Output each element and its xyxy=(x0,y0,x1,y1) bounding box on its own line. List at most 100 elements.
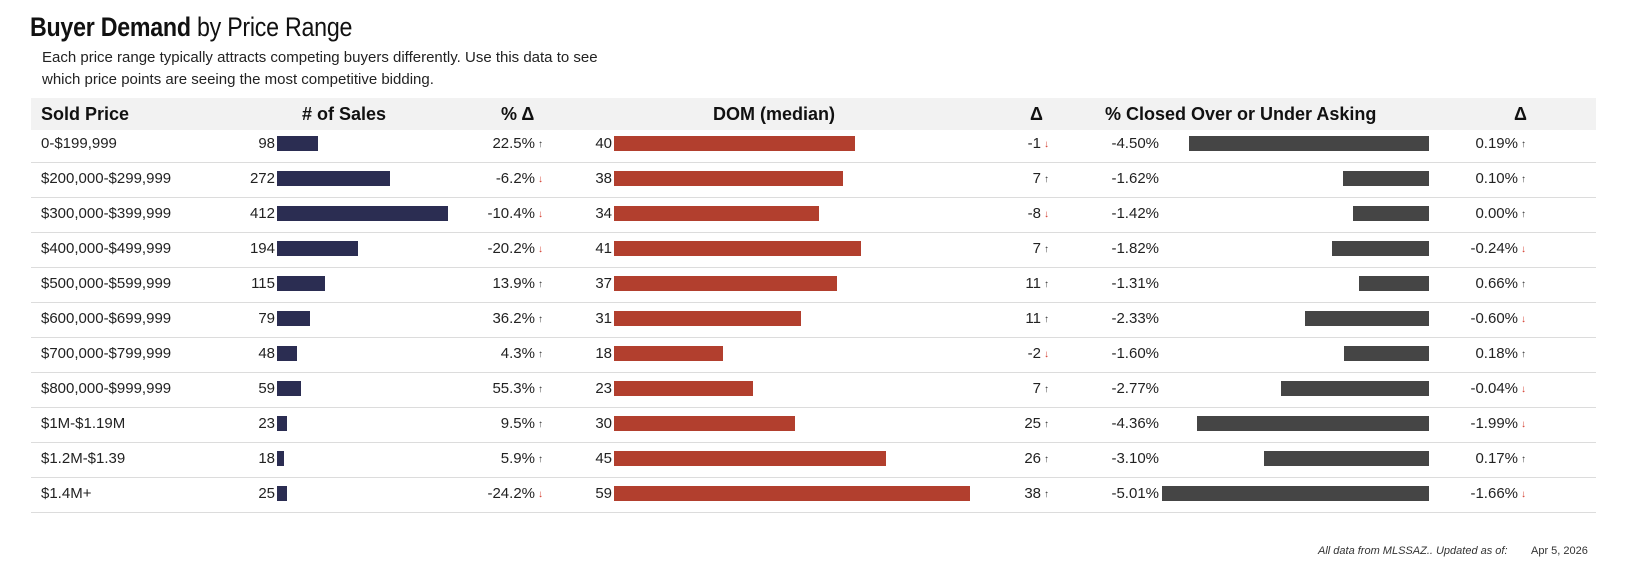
subtitle-line-1: Each price range typically attracts comp… xyxy=(42,49,598,66)
dom-bar xyxy=(614,206,820,221)
dom-change-value: 25 xyxy=(1024,415,1041,432)
up-arrow-icon: ↑ xyxy=(538,349,543,360)
closed-bar xyxy=(1332,241,1429,256)
sales-value: 412 xyxy=(249,205,275,222)
sales-change-value: 13.9% xyxy=(492,275,535,292)
closed-bar xyxy=(1304,311,1429,326)
down-arrow-icon: ↓ xyxy=(1521,419,1526,430)
closed-bar xyxy=(1281,381,1429,396)
dom-change-value: 7 xyxy=(1032,380,1041,397)
up-arrow-icon: ↑ xyxy=(1044,489,1049,500)
dom-bar xyxy=(614,486,970,501)
subtitle-line-2: which price points are seeing the most c… xyxy=(42,71,434,88)
sold-price: $200,000-$299,999 xyxy=(41,170,172,187)
closed-value: -2.33% xyxy=(1111,310,1159,327)
closed-change: 0.18% ↑ xyxy=(1475,344,1526,366)
page-title: Buyer Demand by Price Range xyxy=(30,12,352,43)
sales-change-value: 36.2% xyxy=(492,310,535,327)
sold-price: $700,000-$799,999 xyxy=(41,345,172,362)
closed-value: -2.77% xyxy=(1111,380,1159,397)
sales-value: 48 xyxy=(258,345,275,362)
dom-change: -1 ↓ xyxy=(1028,134,1049,156)
sales-change-value: 22.5% xyxy=(492,135,535,152)
up-arrow-icon: ↑ xyxy=(538,314,543,325)
title-rest: by Price Range xyxy=(190,12,353,42)
sales-value: 25 xyxy=(258,485,275,502)
sales-change: 36.2% ↑ xyxy=(492,309,543,331)
header-dom-change: Δ xyxy=(1030,104,1043,124)
up-arrow-icon: ↑ xyxy=(1044,244,1049,255)
down-arrow-icon: ↓ xyxy=(1521,489,1526,500)
closed-change: 0.10% ↑ xyxy=(1475,169,1526,191)
sold-price: $1M-$1.19M xyxy=(41,415,126,432)
sales-bar xyxy=(277,416,287,431)
dom-value: 41 xyxy=(595,240,612,257)
up-arrow-icon: ↑ xyxy=(538,419,543,430)
header-num-sales: # of Sales xyxy=(302,104,387,124)
closed-change-value: 0.17% xyxy=(1475,450,1518,467)
dom-change: 7 ↑ xyxy=(1033,379,1049,401)
dom-bar xyxy=(614,136,856,151)
sales-bar xyxy=(277,451,285,466)
closed-change-value: -0.60% xyxy=(1470,310,1518,327)
dom-change: 26 ↑ xyxy=(1024,449,1049,471)
dom-change: 7 ↑ xyxy=(1033,239,1049,261)
dom-bar xyxy=(614,276,838,291)
sales-change-value: 4.3% xyxy=(500,345,535,362)
sales-bar xyxy=(277,241,358,256)
up-arrow-icon: ↑ xyxy=(1044,174,1049,185)
sales-change: 55.3% ↑ xyxy=(492,379,543,401)
sales-change: -6.2% ↓ xyxy=(496,169,543,191)
table-row: $800,000-$999,999 59 55.3% ↑ 23 7 ↑ -2.77% -0.04… xyxy=(31,371,1596,408)
up-arrow-icon: ↑ xyxy=(1521,139,1526,150)
sales-change: 13.9% ↑ xyxy=(492,274,543,296)
closed-change-value: -1.99% xyxy=(1470,415,1518,432)
up-arrow-icon: ↑ xyxy=(1044,384,1049,395)
closed-value: -4.36% xyxy=(1111,415,1159,432)
dom-bar xyxy=(614,171,844,186)
closed-bar xyxy=(1263,451,1429,466)
table-row: $700,000-$799,999 48 4.3% ↑ 18 -2 ↓ -1.60% 0.18%… xyxy=(31,336,1596,373)
sales-change: -20.2% ↓ xyxy=(487,239,543,261)
sales-bar xyxy=(277,206,448,221)
sales-value: 79 xyxy=(258,310,275,327)
up-arrow-icon: ↑ xyxy=(1521,454,1526,465)
down-arrow-icon: ↓ xyxy=(1044,139,1049,150)
header-dom: DOM (median) xyxy=(713,104,836,124)
table-row: 0-$199,999 98 22.5% ↑ 40 -1 ↓ -4.50% 0.19% ↑ xyxy=(31,126,1596,163)
sales-bar xyxy=(277,276,325,291)
closed-bar xyxy=(1162,486,1429,501)
dom-value: 45 xyxy=(595,450,612,467)
closed-bar xyxy=(1353,206,1429,221)
closed-change: 0.19% ↑ xyxy=(1475,134,1526,156)
down-arrow-icon: ↓ xyxy=(1521,384,1526,395)
closed-change-value: 0.66% xyxy=(1475,275,1518,292)
table-row: $500,000-$599,999 115 13.9% ↑ 37 11 ↑ -1.31% 0.6… xyxy=(31,266,1596,303)
table-row: $300,000-$399,999 412 -10.4% ↓ 34 -8 ↓ -1.42% 0.… xyxy=(31,196,1596,233)
dom-value: 31 xyxy=(595,310,612,327)
dom-change: 7 ↑ xyxy=(1033,169,1049,191)
dom-value: 34 xyxy=(595,205,612,222)
dom-bar xyxy=(614,451,886,466)
dom-change-value: 7 xyxy=(1032,240,1041,257)
table-row: $1.4M+ 25 -24.2% ↓ 59 38 ↑ -5.01% -1.66% ↓ xyxy=(31,476,1596,513)
down-arrow-icon: ↓ xyxy=(1044,209,1049,220)
dom-bar xyxy=(614,311,802,326)
sold-price: $300,000-$399,999 xyxy=(41,205,172,222)
sales-change: -24.2% ↓ xyxy=(487,484,543,506)
up-arrow-icon: ↑ xyxy=(1044,279,1049,290)
closed-change-value: -1.66% xyxy=(1470,485,1518,502)
header-closed: % Closed Over or Under Asking xyxy=(1105,104,1377,124)
dom-change: 38 ↑ xyxy=(1024,484,1049,506)
up-arrow-icon: ↑ xyxy=(1044,314,1049,325)
sales-change-value: -20.2% xyxy=(487,240,535,257)
dom-change: -8 ↓ xyxy=(1028,204,1049,226)
dom-change-value: 38 xyxy=(1024,485,1041,502)
dom-bar xyxy=(614,416,796,431)
dom-change: -2 ↓ xyxy=(1028,344,1049,366)
dom-value: 40 xyxy=(595,135,612,152)
sales-bar xyxy=(277,311,310,326)
down-arrow-icon: ↓ xyxy=(538,209,543,220)
up-arrow-icon: ↑ xyxy=(538,139,543,150)
down-arrow-icon: ↓ xyxy=(1044,349,1049,360)
